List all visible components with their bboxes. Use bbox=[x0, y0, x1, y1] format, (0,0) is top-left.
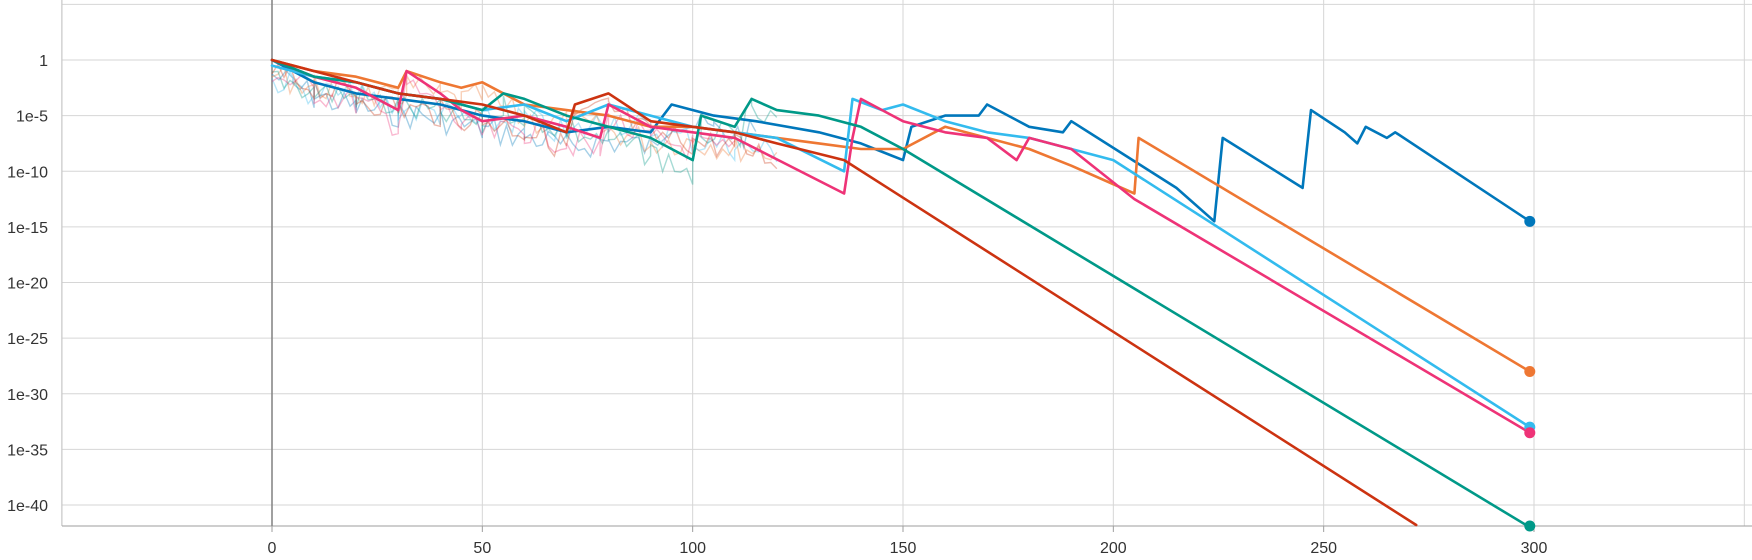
x-tick-label: 300 bbox=[1521, 540, 1548, 557]
y-tick-label: 1e-15 bbox=[7, 220, 48, 237]
y-tick-label: 1e-25 bbox=[7, 331, 48, 348]
y-tick-label: 1e-5 bbox=[16, 109, 48, 126]
series-end-marker bbox=[1524, 520, 1536, 532]
end-markers bbox=[1524, 215, 1536, 532]
y-tick-label: 1e-20 bbox=[7, 276, 48, 293]
series-end-marker bbox=[1524, 366, 1536, 377]
raw-series-line bbox=[271, 69, 757, 159]
series-line bbox=[270, 58, 1532, 223]
y-tick-label: 1e-30 bbox=[7, 387, 48, 404]
x-tick-labels: 0 50 100 150 200 250 300 bbox=[268, 540, 1548, 557]
x-tick-label: 50 bbox=[473, 540, 491, 557]
y-tick-label: 1e-10 bbox=[7, 164, 48, 181]
raw-series-line bbox=[271, 72, 736, 161]
series-line bbox=[270, 58, 1418, 527]
x-tick-label: 250 bbox=[1310, 540, 1337, 557]
raw-series-line bbox=[271, 70, 778, 163]
x-tick-label: 200 bbox=[1100, 540, 1127, 557]
series-end-marker bbox=[1524, 215, 1536, 227]
grid bbox=[61, 0, 1752, 526]
y-tick-label: 1 bbox=[39, 53, 48, 70]
x-tick-label: 100 bbox=[679, 540, 706, 557]
series-layer bbox=[270, 58, 1532, 529]
y-tick-label: 1e-35 bbox=[7, 442, 48, 459]
x-tick-label: 150 bbox=[890, 540, 917, 557]
x-tick-label: 0 bbox=[268, 540, 277, 557]
axes bbox=[61, 0, 1752, 532]
raw-series-line bbox=[271, 64, 778, 164]
series-line bbox=[270, 58, 1532, 434]
y-tick-label: 1e-40 bbox=[7, 498, 48, 515]
series-end-marker bbox=[1524, 427, 1536, 439]
y-tick-labels: 1 1e-5 1e-10 1e-15 1e-20 1e-25 1e-30 1e-35 1e-40 bbox=[7, 53, 48, 515]
